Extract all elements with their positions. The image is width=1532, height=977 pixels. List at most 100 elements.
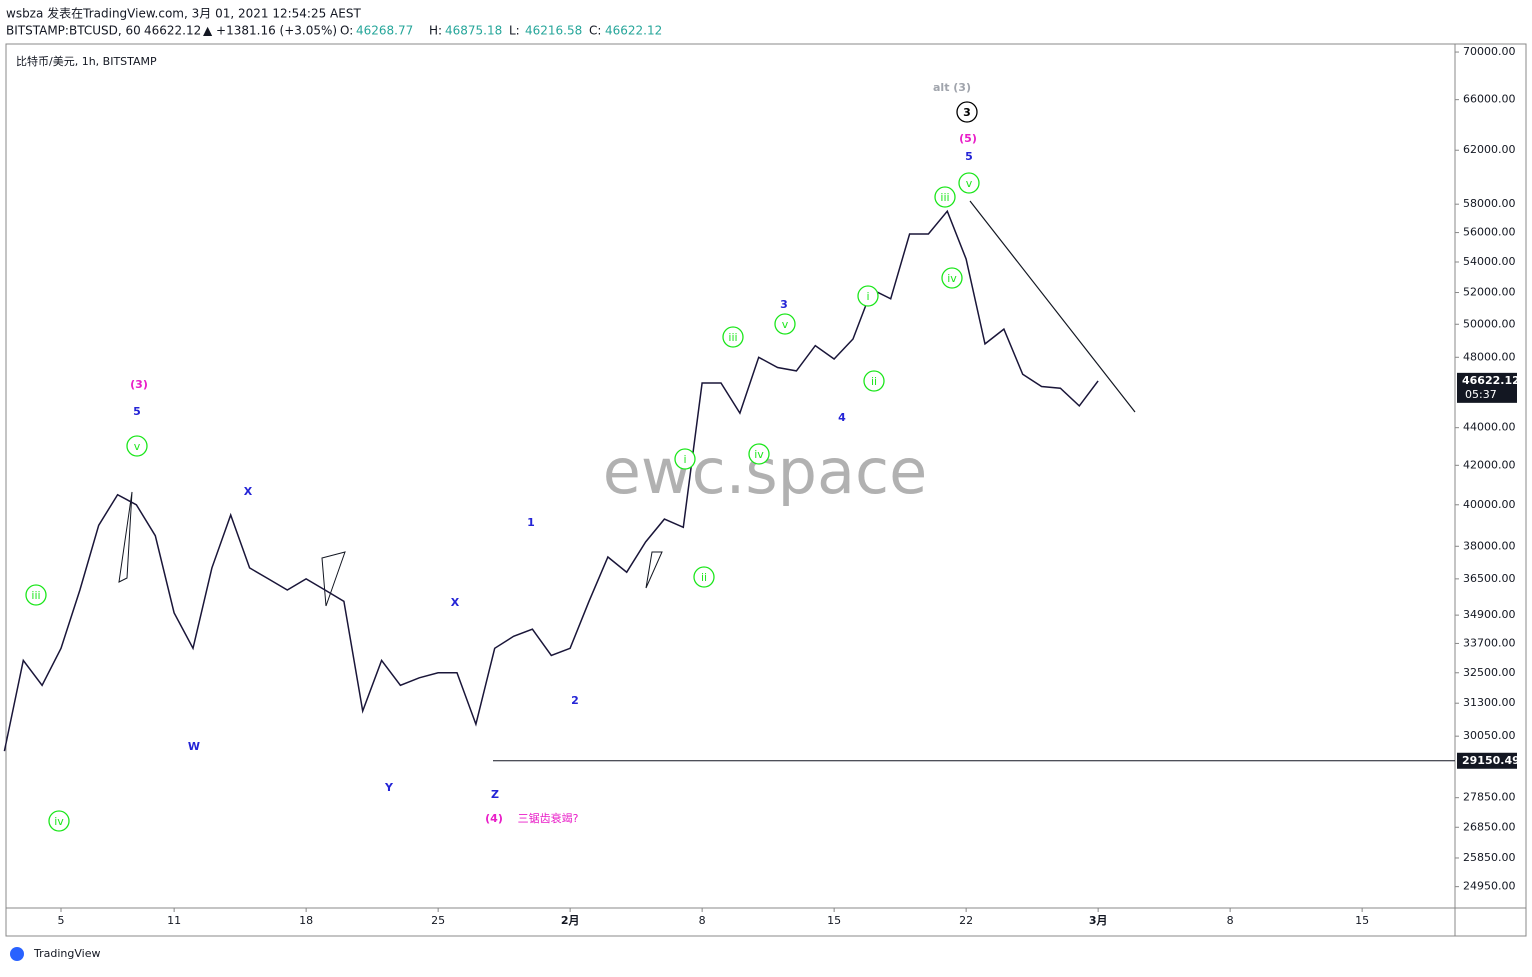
x-tick-label: 11 (167, 914, 181, 927)
wave-label: iv (54, 815, 64, 828)
wave-label: v (782, 318, 789, 331)
price-line (3, 209, 1099, 752)
wave-label: (3) (130, 378, 148, 391)
y-tick-label: 40000.00 (1463, 498, 1516, 511)
wave-label: 3 (780, 298, 788, 311)
y-tick-label: 33700.00 (1463, 636, 1516, 649)
y-tick-label: 38000.00 (1463, 539, 1516, 552)
x-tick-label: 18 (299, 914, 313, 927)
wave-label: iii (728, 331, 737, 344)
ohlc-value: 46216.58 (525, 24, 582, 38)
countdown: 05:37 (1465, 388, 1497, 401)
ohlc-label: C: (589, 24, 601, 38)
x-tick-label: 22 (959, 914, 973, 927)
wave-label: iii (31, 589, 40, 602)
header-price: 46622.12 (144, 24, 201, 38)
wave-circle (748, 443, 770, 465)
wave-label: 5 (965, 150, 973, 163)
wave-circle (941, 267, 963, 289)
y-tick-label: 25850.00 (1463, 851, 1516, 864)
ohlc-value: 46875.18 (445, 24, 502, 38)
wave-label: ii (701, 571, 707, 584)
wave-circle (25, 584, 47, 606)
wave-circle (863, 370, 885, 392)
y-tick-label: 36500.00 (1463, 572, 1516, 585)
wave-label: 5 (133, 405, 141, 418)
y-tick-label: 44000.00 (1463, 421, 1516, 434)
header-line: wsbza 发表在TradingView.com, 3月 01, 2021 12… (6, 6, 361, 21)
y-tick-label: 66000.00 (1463, 93, 1516, 106)
wave-label: iv (947, 272, 957, 285)
frame (5, 43, 1527, 937)
y-tick-label: 24950.00 (1463, 880, 1516, 893)
ohlc-value: 46268.77 (356, 24, 413, 38)
logo (10, 947, 24, 961)
x-tick-label: 8 (699, 914, 706, 927)
wave-circle (934, 186, 956, 208)
wave-label: 2 (571, 694, 579, 707)
wave-label: Z (491, 788, 499, 801)
wave-label: ii (871, 375, 877, 388)
wave-label: i (683, 453, 686, 466)
pattern-drawing (118, 491, 663, 607)
price-label: 46622.12 (1462, 374, 1520, 387)
wave-label: 三锯齿衰竭? (518, 811, 579, 825)
wave-circle (674, 448, 696, 470)
y-tick-label: 54000.00 (1463, 255, 1516, 268)
wave-label: 3 (963, 106, 971, 119)
x-tick-label: 15 (827, 914, 841, 927)
x-tick-label: 5 (58, 914, 65, 927)
y-tick-label: 27850.00 (1463, 791, 1516, 804)
wave-label: iv (754, 448, 764, 461)
wave-label: X (244, 485, 253, 498)
wave-label: 4 (838, 411, 846, 424)
ohlc-label: L: (509, 24, 520, 38)
header-change: ▲ +1381.16 (+3.05%) (203, 24, 337, 38)
wave-label: v (134, 440, 141, 453)
footer-brand: TradingView (33, 947, 100, 960)
wave-label: W (188, 740, 200, 753)
x-tick-label: 2月 (561, 914, 580, 927)
wave-label: Y (384, 781, 394, 794)
wave-circle (693, 566, 715, 588)
ohlc-label: H: (429, 24, 442, 38)
wave-circle (857, 285, 879, 307)
y-tick-label: 50000.00 (1463, 317, 1516, 330)
wave-circle (774, 313, 796, 335)
y-tick-label: 30050.00 (1463, 729, 1516, 742)
wave-circle (956, 101, 978, 123)
header-symbol: BITSTAMP:BTCUSD, 60 (6, 24, 141, 38)
x-tick-label: 8 (1227, 914, 1234, 927)
wave-circle (722, 326, 744, 348)
y-tick-label: 48000.00 (1463, 350, 1516, 363)
y-tick-label: 31300.00 (1463, 696, 1516, 709)
wave-label: alt (3) (933, 81, 971, 94)
ohlc-label: O: (340, 24, 353, 38)
x-tick-label: 15 (1355, 914, 1369, 927)
x-tick-label: 3月 (1089, 914, 1108, 927)
wave-label: (4) (485, 812, 503, 825)
ohlc-value: 46622.12 (605, 24, 662, 38)
wave-label: i (866, 290, 869, 303)
y-tick-label: 56000.00 (1463, 226, 1516, 239)
price-label-bg (1457, 372, 1517, 403)
y-tick-label: 62000.00 (1463, 143, 1516, 156)
y-tick-label: 26850.00 (1463, 820, 1516, 833)
trendline (969, 200, 1136, 413)
level-label: 29150.49 (1462, 754, 1520, 767)
wave-label: v (966, 177, 973, 190)
y-tick-label: 70000.00 (1463, 45, 1516, 58)
wave-label: iii (940, 191, 949, 204)
x-tick-label: 25 (431, 914, 445, 927)
wave-label: X (451, 596, 460, 609)
wave-label: (5) (959, 132, 977, 145)
y-tick-label: 58000.00 (1463, 197, 1516, 210)
y-tick-label: 52000.00 (1463, 286, 1516, 299)
y-tick-label: 42000.00 (1463, 458, 1516, 471)
wave-circle (48, 810, 70, 832)
wave-label: 1 (527, 516, 535, 529)
wave-circle (126, 435, 148, 457)
wave-circle (958, 172, 980, 194)
legend: 比特币/美元, 1h, BITSTAMP (16, 54, 157, 68)
